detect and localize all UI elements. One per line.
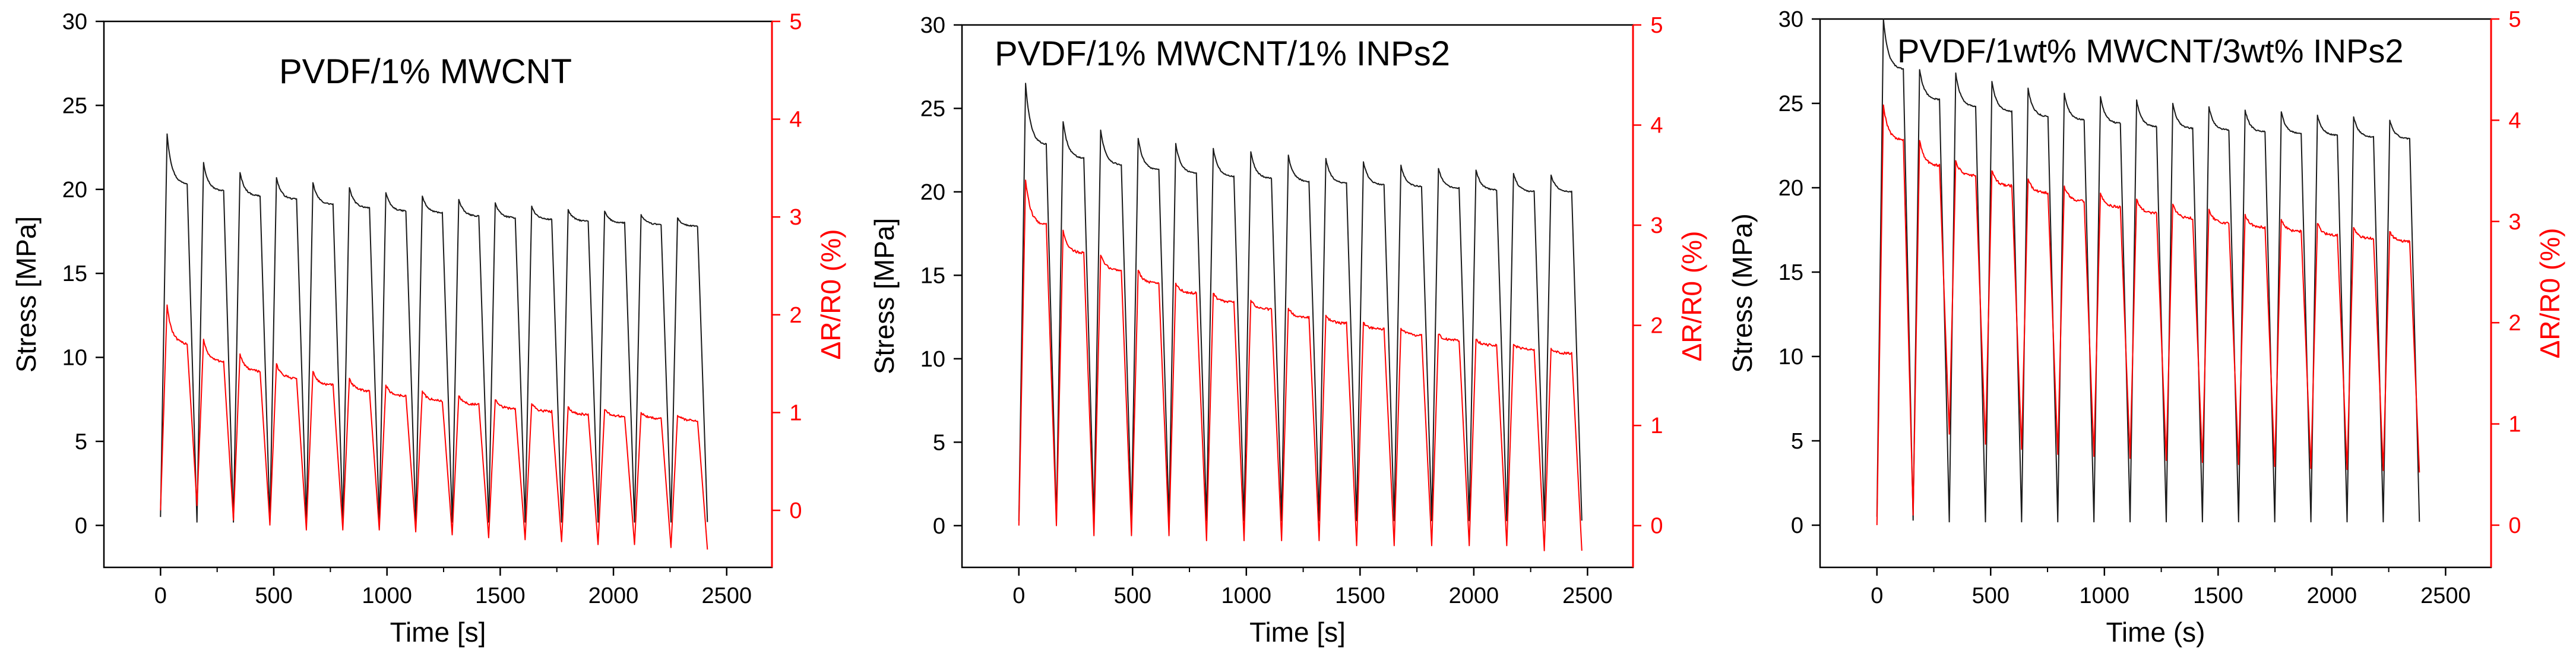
chart-title: PVDF/1% MWCNT: [279, 52, 572, 91]
y2-tick-label: 3: [1650, 213, 1663, 238]
y-tick-label: 15: [920, 263, 945, 288]
x-tick-label: 1500: [475, 583, 526, 608]
y-tick-label: 30: [1778, 7, 1803, 32]
series-line-stress: [1876, 18, 2420, 523]
x-tick-label: 1000: [1221, 583, 1272, 608]
y2-tick-label: 0: [1650, 514, 1663, 539]
y-tick-label: 20: [920, 180, 945, 205]
y-tick-label: 25: [1778, 91, 1803, 116]
plot-frame: [1819, 18, 2492, 569]
x-axis-label: Time (s): [2106, 617, 2205, 648]
y2-tick-label: 1: [789, 400, 802, 425]
x-tick-label: 2000: [2307, 583, 2357, 608]
x-tick-label: 2000: [1449, 583, 1499, 608]
panel-pvdf-mwcnt-inps2-1pct: 0 500 1000 1500 2000 2500 0 5 10 15 20 25 30 0 1 2 3 4 5 Ti…: [869, 13, 1707, 648]
series-line-stress: [1018, 83, 1583, 522]
x-tick-label: 1500: [1335, 583, 1385, 608]
y-tick-label: 15: [1778, 260, 1803, 285]
y-tick-label: 25: [920, 96, 945, 121]
y-tick-label: 10: [1778, 345, 1803, 370]
y2-tick-label: 5: [2508, 7, 2521, 32]
y-tick-label: 5: [75, 430, 87, 454]
y-tick-label: 0: [1791, 513, 1803, 538]
series-line-resistance: [1876, 104, 2420, 525]
y-tick-label: 30: [920, 13, 945, 38]
y-tick-label: 0: [75, 513, 87, 538]
chart-title: PVDF/1wt% MWCNT/3wt% INPs2: [1897, 32, 2404, 70]
x-tick-label: 500: [1114, 583, 1151, 608]
x-tick-label: 0: [1871, 583, 1883, 608]
x-tick-label: 1000: [362, 583, 412, 608]
x-axis-label: Time [s]: [1249, 617, 1346, 648]
panel-pvdf-mwcnt-inps2-3pct: 0 500 1000 1500 2000 2500 0 5 10 15 20 25 30 0 1 2 3 4 5 Ti…: [1727, 7, 2565, 648]
y2-tick-label: 2: [2508, 311, 2521, 336]
y2-tick-label: 5: [789, 10, 802, 34]
y2-axis-label: ΔR/R0 (%): [815, 229, 846, 360]
y-tick-label: 20: [1778, 176, 1803, 201]
y-axis-label: Stress [MPa]: [11, 216, 42, 373]
y2-tick-label: 3: [2508, 210, 2521, 235]
y-tick-label: 15: [62, 261, 87, 286]
x-tick-label: 0: [154, 583, 167, 608]
x-tick-label: 1000: [2080, 583, 2130, 608]
series-line-stress: [160, 133, 708, 523]
x-axis-label: Time [s]: [390, 617, 486, 648]
x-tick-label: 2500: [2420, 583, 2471, 608]
x-tick-label: 500: [1972, 583, 2009, 608]
y-tick-label: 5: [933, 430, 945, 455]
y2-tick-label: 0: [2508, 513, 2521, 538]
y2-tick-label: 4: [789, 108, 802, 132]
y2-tick-label: 4: [2508, 108, 2521, 133]
y2-axis-label: ΔR/R0 (%): [2534, 228, 2565, 359]
chart-title: PVDF/1% MWCNT/1% INPs2: [995, 34, 1450, 73]
y2-tick-label: 2: [1650, 314, 1663, 339]
x-tick-label: 2500: [1562, 583, 1613, 608]
y2-tick-label: 5: [1650, 13, 1663, 38]
y-axis-label: Stress (MPa): [1727, 213, 1758, 373]
y-tick-label: 0: [933, 514, 945, 539]
series-line-resistance: [160, 304, 708, 550]
y-axis-label: Stress [MPa]: [869, 218, 900, 374]
series-line-resistance: [1018, 179, 1583, 551]
y-tick-label: 30: [62, 10, 87, 34]
y2-tick-label: 4: [1650, 113, 1663, 138]
x-tick-label: 2500: [701, 583, 752, 608]
y2-tick-label: 0: [789, 498, 802, 523]
y-tick-label: 25: [62, 93, 87, 118]
plot-frame: [961, 24, 1634, 569]
x-tick-label: 0: [1012, 583, 1025, 608]
y-tick-label: 10: [62, 346, 87, 371]
y-tick-label: 10: [920, 347, 945, 372]
y2-tick-label: 3: [789, 205, 802, 230]
y2-tick-label: 1: [2508, 412, 2521, 437]
y-tick-label: 20: [62, 178, 87, 203]
x-tick-label: 500: [255, 583, 292, 608]
y2-tick-label: 2: [789, 303, 802, 328]
y-tick-label: 5: [1791, 429, 1803, 454]
y2-axis-label: ΔR/R0 (%): [1676, 231, 1707, 362]
x-tick-label: 2000: [588, 583, 639, 608]
x-tick-label: 1500: [2193, 583, 2243, 608]
y2-tick-label: 1: [1650, 414, 1663, 438]
panel-pvdf-mwcnt: 0 500 1000 1500 2000 2500 0 5 10 15 20 25 30 0 1 2 3 4 5 Ti…: [11, 10, 846, 648]
